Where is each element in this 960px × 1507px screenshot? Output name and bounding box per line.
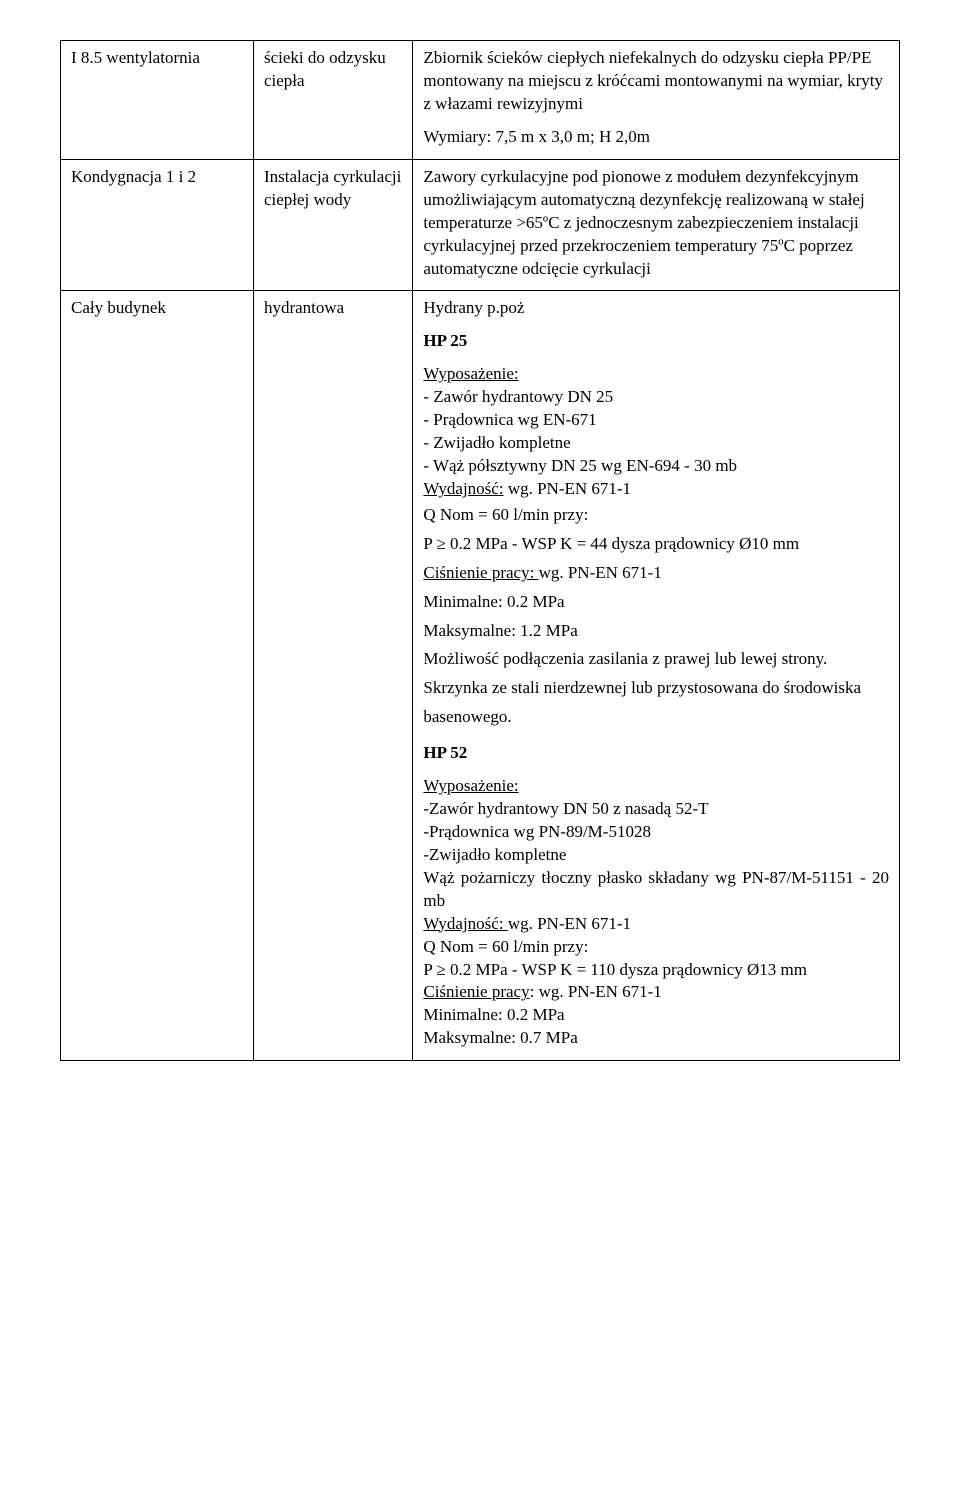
hp52-p-line: P ≥ 0.2 MPa - WSP K = 110 dysza prądowni… xyxy=(423,959,889,982)
desc-paragraph: Zbiornik ścieków ciepłych niefekalnych d… xyxy=(423,47,889,116)
hp52-wydaj-label: Wydajność: xyxy=(423,914,507,933)
hp25-p-line: P ≥ 0.2 MPa - WSP K = 44 dysza prądownic… xyxy=(423,530,889,559)
hp25-cisn-val: wg. PN-EN 671-1 xyxy=(539,563,662,582)
cell-system: ścieki do odzysku ciepła xyxy=(253,41,412,160)
table-row: Cały budynek hydrantowa Hydrany p.poż HP… xyxy=(61,291,900,1061)
hp25-equip-line: - Wąż półsztywny DN 25 wg EN-694 - 30 mb xyxy=(423,455,889,478)
hp52-title: HP 52 xyxy=(423,742,889,765)
cell-location: Kondygnacja 1 i 2 xyxy=(61,159,254,291)
hp25-note: Możliwość podłączenia zasilania z prawej… xyxy=(423,645,889,732)
hp52-equip-line: Wąż pożarniczy tłoczny płasko składany w… xyxy=(423,867,889,913)
hp25-equip-line: - Prądownica wg EN-671 xyxy=(423,409,889,432)
cell-system: Instalacja cyrkulacji ciepłej wody xyxy=(253,159,412,291)
desc-dimensions: Wymiary: 7,5 m x 3,0 m; H 2,0m xyxy=(423,126,889,149)
hp25-qnom: Q Nom = 60 l/min przy: xyxy=(423,501,889,530)
hp25-max: Maksymalne: 1.2 MPa xyxy=(423,617,889,646)
hp25-min: Minimalne: 0.2 MPa xyxy=(423,588,889,617)
hp52-equip-label: Wyposażenie: xyxy=(423,776,518,795)
cell-description: Hydrany p.poż HP 25 Wyposażenie: - Zawór… xyxy=(413,291,900,1061)
hp52-equip-line: -Prądownica wg PN-89/M-51028 xyxy=(423,821,889,844)
hp52-wydaj-val: wg. PN-EN 671-1 xyxy=(508,914,631,933)
cell-description: Zbiornik ścieków ciepłych niefekalnych d… xyxy=(413,41,900,160)
hp25-title: HP 25 xyxy=(423,330,889,353)
table-row: Kondygnacja 1 i 2 Instalacja cyrkulacji … xyxy=(61,159,900,291)
table-row: I 8.5 wentylatornia ścieki do odzysku ci… xyxy=(61,41,900,160)
hp25-equip-line: - Zwijadło kompletne xyxy=(423,432,889,455)
hp52-cisn-val: : wg. PN-EN 671-1 xyxy=(530,982,662,1001)
hp52-equip-line: -Zwijadło kompletne xyxy=(423,844,889,867)
cell-location: I 8.5 wentylatornia xyxy=(61,41,254,160)
hp52-qnom: Q Nom = 60 l/min przy: xyxy=(423,936,889,959)
cell-system: hydrantowa xyxy=(253,291,412,1061)
hp25-cisn-label: Ciśnienie pracy: xyxy=(423,563,538,582)
hp25-equip-line: - Zawór hydrantowy DN 25 xyxy=(423,386,889,409)
hp25-wydaj-val: wg. PN-EN 671-1 xyxy=(504,479,632,498)
cell-description: Zawory cyrkulacyjne pod pionowe z modułe… xyxy=(413,159,900,291)
specification-table: I 8.5 wentylatornia ścieki do odzysku ci… xyxy=(60,40,900,1061)
hp52-max: Maksymalne: 0.7 MPa xyxy=(423,1027,889,1050)
hp52-equip-line: -Zawór hydrantowy DN 50 z nasadą 52-T xyxy=(423,798,889,821)
hp25-equip-label: Wyposażenie: xyxy=(423,364,518,383)
hp52-cisn-label: Ciśnienie pracy xyxy=(423,982,529,1001)
cell-location: Cały budynek xyxy=(61,291,254,1061)
desc-intro: Hydrany p.poż xyxy=(423,297,889,320)
hp52-min: Minimalne: 0.2 MPa xyxy=(423,1004,889,1027)
hp25-wydaj-label: Wydajność: xyxy=(423,479,503,498)
